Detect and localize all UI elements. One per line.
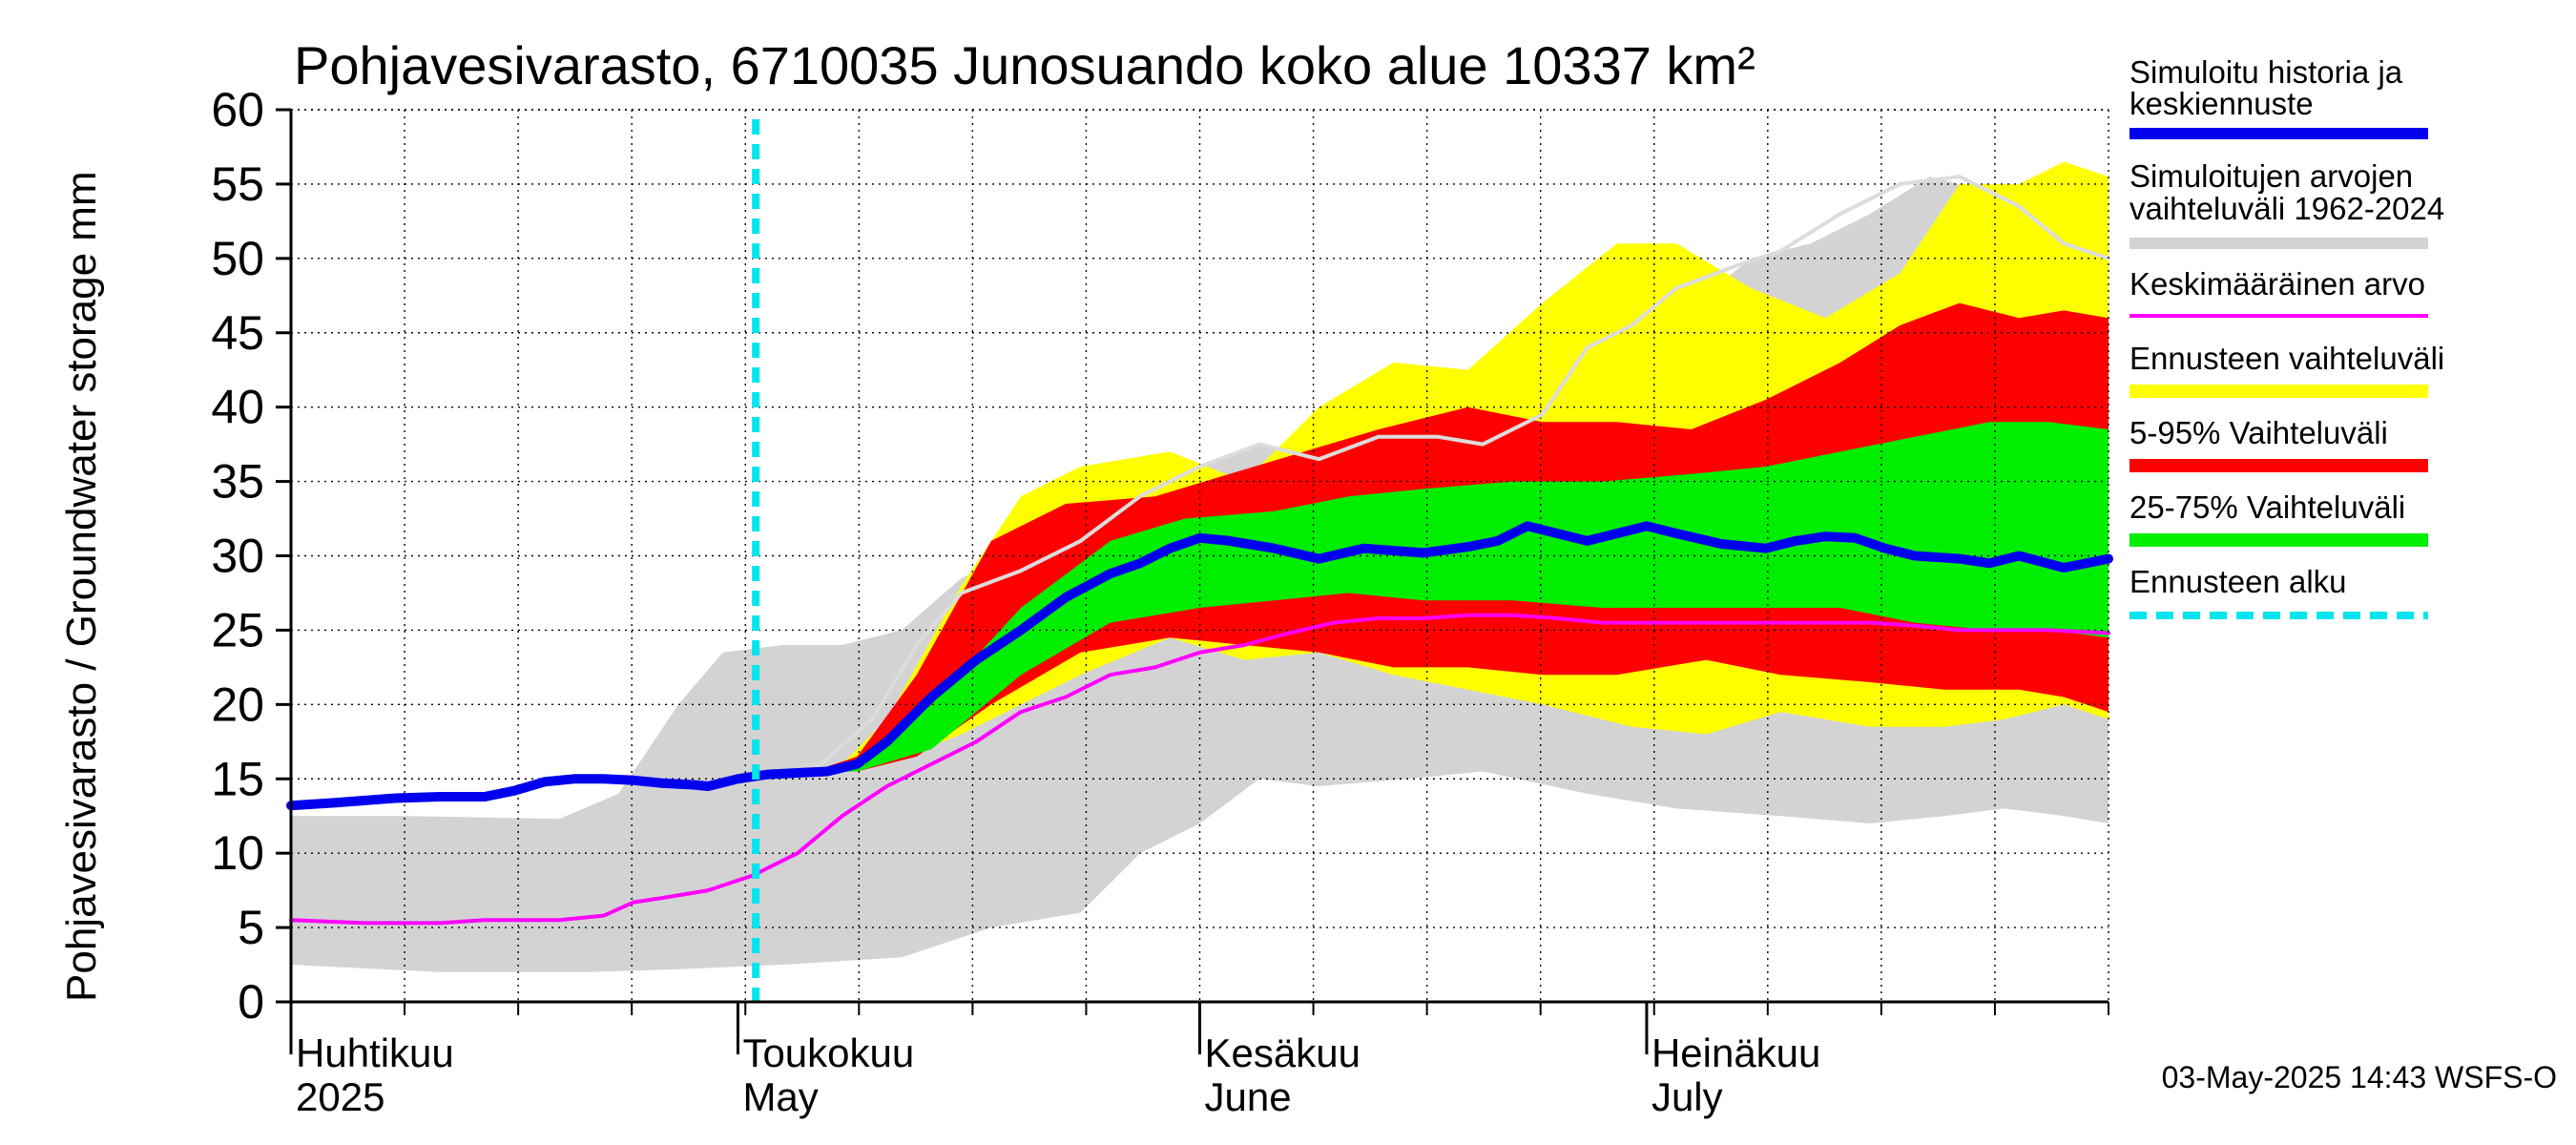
legend-label-sim-a: Simuloitu historia ja bbox=[2129, 54, 2403, 90]
y-tick-label-9: 45 bbox=[211, 306, 264, 360]
legend-label-25-75: 25-75% Vaihteluväli bbox=[2129, 489, 2405, 525]
bands-layer bbox=[291, 161, 2109, 972]
month-label-fi-1: Toukokuu bbox=[742, 1030, 914, 1075]
legend-label-forecast-range: Ennusteen vaihteluväli bbox=[2129, 341, 2444, 376]
series-line-0 bbox=[810, 175, 2110, 774]
y-tick-label-6: 30 bbox=[211, 530, 264, 583]
band-3 bbox=[812, 422, 2109, 772]
month-label-fi-2: Kesäkuu bbox=[1205, 1030, 1361, 1075]
legend-label-sim-b: keskiennuste bbox=[2129, 86, 2314, 121]
chart-title: Pohjavesivarasto, 6710035 Junosuando kok… bbox=[294, 35, 1755, 95]
month-label-en-2: June bbox=[1205, 1074, 1292, 1119]
legend-label-range-b: vaihteluväli 1962-2024 bbox=[2129, 191, 2444, 226]
legend-label-forecast-start: Ennusteen alku bbox=[2129, 564, 2347, 599]
legend-label-mean: Keskimääräinen arvo bbox=[2129, 266, 2425, 302]
legend: Simuloitu historia ja keskiennuste Simul… bbox=[2129, 54, 2444, 619]
legend-label-range-a: Simuloitujen arvojen bbox=[2129, 158, 2413, 194]
y-tick-label-10: 50 bbox=[211, 232, 264, 285]
series-line-2 bbox=[286, 521, 2113, 811]
y-tick-label-1: 5 bbox=[238, 901, 264, 954]
y-tick-label-5: 25 bbox=[211, 603, 264, 656]
legend-label-5-95: 5-95% Vaihteluväli bbox=[2129, 415, 2388, 450]
month-label-fi-3: Heinäkuu bbox=[1652, 1030, 1820, 1075]
y-tick-label-0: 0 bbox=[238, 975, 264, 1029]
y-tick-label-2: 10 bbox=[211, 826, 264, 880]
month-label-en-0: 2025 bbox=[296, 1074, 384, 1119]
timestamp: 03-May-2025 14:43 WSFS-O bbox=[2162, 1060, 2557, 1094]
y-axis-label: Pohjavesivarasto / Groundwater storage m… bbox=[58, 171, 105, 1002]
month-label-en-3: July bbox=[1652, 1074, 1723, 1119]
y-tick-label-12: 60 bbox=[211, 83, 264, 136]
y-tick-label-4: 20 bbox=[211, 677, 264, 731]
series-line-1 bbox=[289, 613, 2110, 926]
y-tick-label-11: 55 bbox=[211, 157, 264, 211]
y-tick-label-8: 40 bbox=[211, 381, 264, 434]
month-label-en-1: May bbox=[742, 1074, 818, 1119]
lines-layer bbox=[286, 175, 2113, 926]
y-ticks-layer: 0 5 10 15 20 25 30 35 40 45 50 55 60 bbox=[211, 83, 291, 1029]
y-tick-label-3: 15 bbox=[211, 752, 264, 805]
y-tick-label-7: 35 bbox=[211, 455, 264, 509]
month-label-fi-0: Huhtikuu bbox=[296, 1030, 454, 1075]
